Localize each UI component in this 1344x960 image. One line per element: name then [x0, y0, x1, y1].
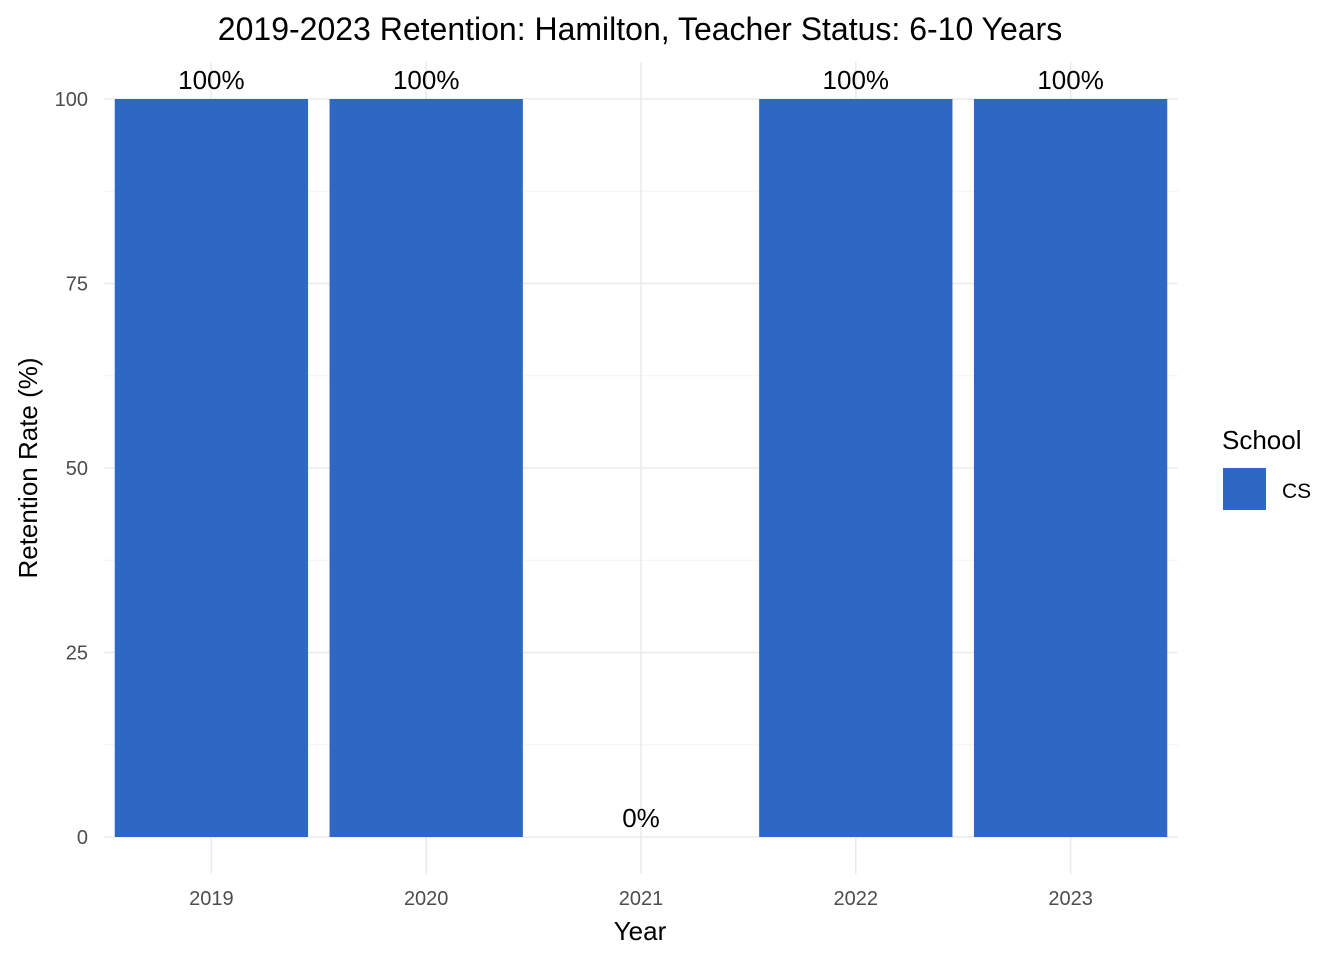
- x-tick-label: 2019: [189, 888, 234, 910]
- y-tick-label: 100: [55, 89, 88, 111]
- data-label: 100%: [393, 65, 460, 95]
- data-label: 0%: [622, 803, 660, 833]
- bar-2022: [759, 99, 953, 837]
- x-tick-label: 2020: [404, 888, 449, 910]
- bars: [114, 99, 1168, 837]
- x-axis-title: Year: [614, 916, 667, 946]
- y-tick-label: 0: [77, 827, 88, 849]
- x-tick-label: 2023: [1048, 888, 1093, 910]
- y-tick-label: 75: [66, 274, 88, 296]
- legend-label: CS: [1282, 480, 1311, 503]
- legend: School CS: [1222, 425, 1311, 510]
- legend-swatch: [1223, 468, 1266, 510]
- x-axis-ticks: 2019 2020 2021 2022 2023: [189, 888, 1093, 910]
- data-label: 100%: [823, 65, 890, 95]
- y-tick-label: 25: [66, 643, 88, 665]
- bar-2020: [329, 99, 523, 837]
- bar-2023: [973, 99, 1168, 837]
- y-tick-label: 50: [66, 458, 88, 480]
- y-axis-ticks: 0 25 50 75 100: [55, 89, 88, 849]
- chart-title: 2019-2023 Retention: Hamilton, Teacher S…: [218, 11, 1062, 47]
- bar-2019: [114, 99, 309, 837]
- data-labels: 100% 100% 0% 100% 100%: [178, 65, 1104, 833]
- data-label: 100%: [1037, 65, 1104, 95]
- legend-title: School: [1222, 425, 1302, 455]
- x-tick-label: 2021: [619, 888, 664, 910]
- y-axis-title: Retention Rate (%): [13, 357, 43, 578]
- x-tick-label: 2022: [834, 888, 879, 910]
- data-label: 100%: [178, 65, 245, 95]
